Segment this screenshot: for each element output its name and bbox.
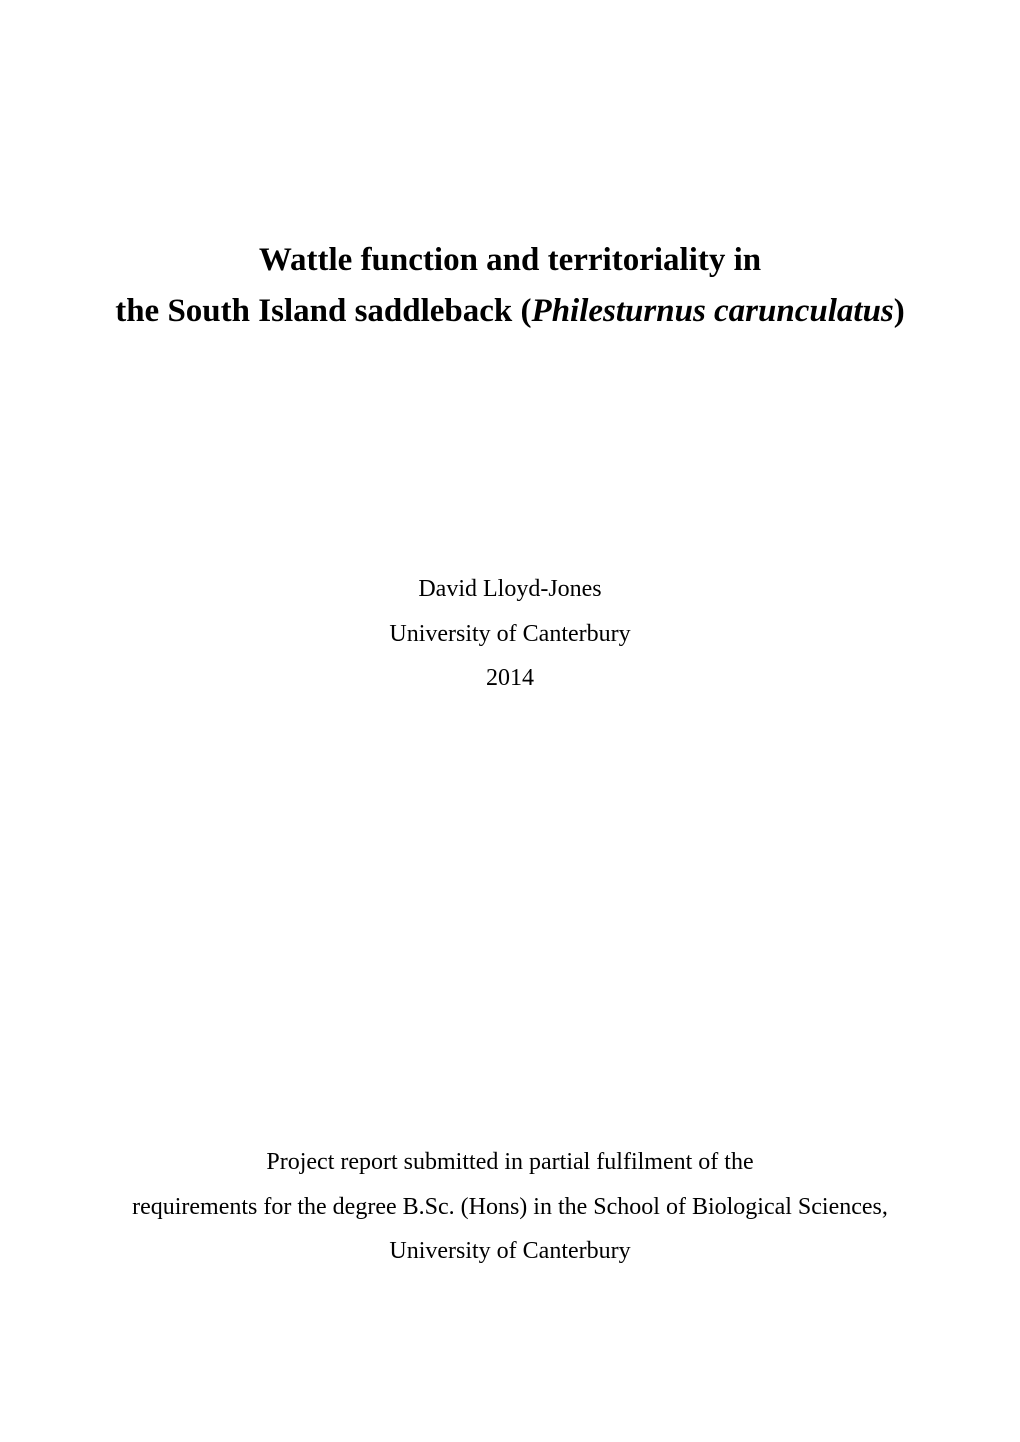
title-page: Wattle function and territoriality in th… <box>0 0 1020 1442</box>
submission-line-2: requirements for the degree B.Sc. (Hons)… <box>0 1185 1020 1229</box>
submission-block: Project report submitted in partial fulf… <box>0 1140 1020 1273</box>
title-line-1: Wattle function and territoriality in <box>70 235 950 286</box>
title-line-2-suffix: ) <box>894 293 905 329</box>
author-year: 2014 <box>0 656 1020 700</box>
title-line-2-prefix: the South Island saddleback ( <box>115 293 531 329</box>
title-block: Wattle function and territoriality in th… <box>0 235 1020 337</box>
title-line-2: the South Island saddleback (Philesturnu… <box>70 286 950 337</box>
author-affiliation: University of Canterbury <box>0 612 1020 656</box>
submission-line-1: Project report submitted in partial fulf… <box>0 1140 1020 1184</box>
author-name: David Lloyd-Jones <box>0 567 1020 611</box>
species-name: Philesturnus carunculatus <box>532 293 894 329</box>
submission-line-3: University of Canterbury <box>0 1229 1020 1273</box>
author-block: David Lloyd-Jones University of Canterbu… <box>0 567 1020 700</box>
